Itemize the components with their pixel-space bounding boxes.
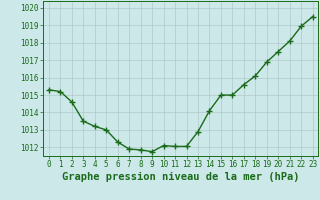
X-axis label: Graphe pression niveau de la mer (hPa): Graphe pression niveau de la mer (hPa) — [62, 172, 300, 182]
